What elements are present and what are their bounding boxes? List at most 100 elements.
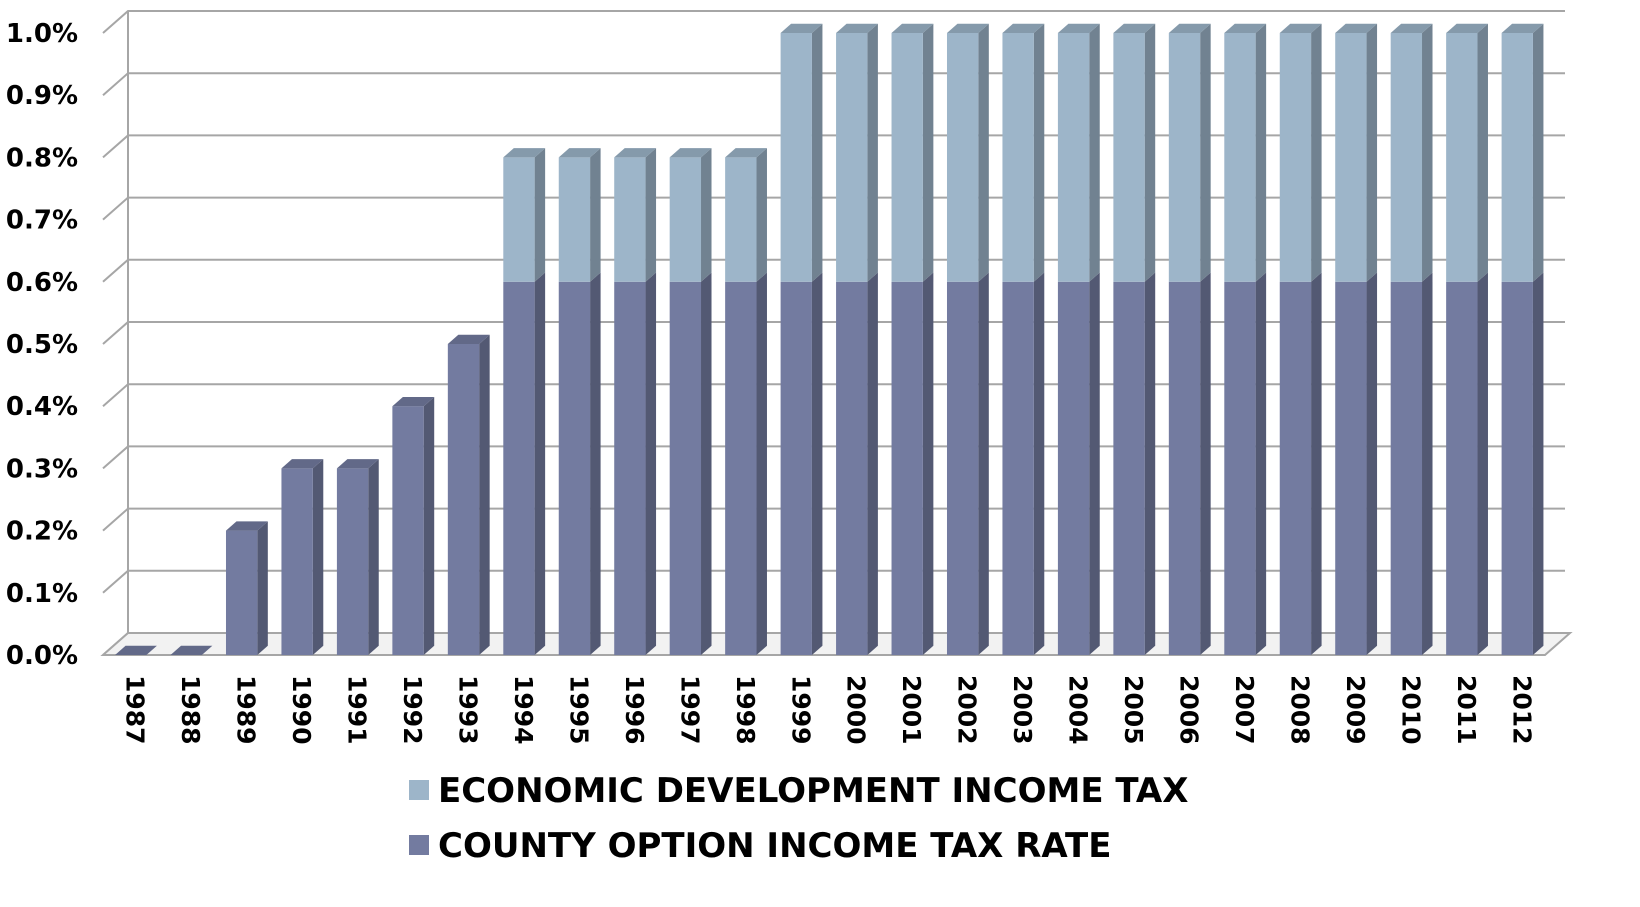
bar-county-option: [1002, 272, 1045, 655]
x-tick-label: 1989: [232, 675, 261, 745]
bar-front: [1168, 33, 1201, 282]
bar-front: [669, 157, 702, 282]
legend-swatch: [409, 835, 429, 855]
bar-top: [115, 645, 157, 655]
y-tick-label: 1.0%: [6, 19, 78, 49]
bar-front: [1446, 33, 1478, 282]
bar-county-option: [115, 645, 157, 655]
bar-top: [1113, 23, 1156, 33]
bar-top: [614, 148, 657, 158]
x-tick-label: 2008: [1285, 675, 1314, 745]
bar-side: [423, 396, 435, 655]
y-tick-label: 0.2%: [6, 517, 78, 547]
bar-economic-development: [1113, 23, 1156, 282]
bar-side: [312, 459, 324, 655]
bar-county-option: [392, 396, 435, 655]
x-tick-label: 1990: [287, 675, 316, 745]
bar-economic-development: [1390, 23, 1433, 282]
bar-side: [1532, 23, 1544, 282]
bar-front: [1057, 281, 1090, 655]
bar-county-option: [1335, 272, 1378, 655]
bar-economic-development: [1224, 23, 1267, 282]
bar-county-option: [225, 521, 268, 655]
bar-side: [257, 521, 268, 655]
bar-front: [836, 33, 868, 282]
bar-front: [780, 33, 812, 282]
bar-side: [534, 272, 546, 655]
bar-top: [1168, 23, 1211, 33]
bar-front: [281, 468, 313, 655]
bar-county-option: [614, 272, 657, 655]
bar-county-option: [1113, 272, 1156, 655]
bar-side: [1200, 272, 1211, 655]
bar-side: [922, 23, 934, 282]
bar-front: [725, 157, 757, 282]
bar-front: [1224, 33, 1256, 282]
bar-top: [725, 148, 767, 158]
bar-side: [368, 459, 379, 655]
bar-economic-development: [1002, 23, 1045, 282]
bar-side: [534, 148, 546, 282]
bar-side: [701, 148, 712, 282]
y-tick-label: 0.5%: [6, 330, 78, 360]
legend-label: COUNTY OPTION INCOME TAX RATE: [438, 826, 1111, 866]
bar-side: [1477, 272, 1488, 655]
y-tick-label: 0.4%: [6, 392, 78, 422]
bar-side: [1311, 23, 1322, 282]
x-tick-label: 2003: [1008, 675, 1037, 745]
bar-county-option: [891, 272, 934, 655]
bar-top: [447, 334, 490, 344]
bar-top: [891, 23, 934, 33]
bar-front: [1002, 33, 1034, 282]
bar-front: [1113, 33, 1145, 282]
bar-front: [558, 157, 591, 282]
x-tick-label: 1996: [620, 675, 649, 745]
x-tick-label: 1988: [176, 675, 205, 745]
bar-front: [1501, 281, 1533, 655]
bar-side: [756, 148, 767, 282]
bar-top: [780, 23, 823, 33]
bar-economic-development: [780, 23, 823, 282]
bar-top: [503, 148, 546, 158]
bar-front: [1057, 33, 1090, 282]
bar-side: [701, 272, 712, 655]
x-tick-label: 1991: [343, 675, 372, 745]
bar-side: [590, 272, 601, 655]
bar-side: [922, 272, 934, 655]
bar-side: [811, 272, 823, 655]
bar-top: [1224, 23, 1267, 33]
bar-side: [1089, 23, 1100, 282]
bar-front: [225, 530, 258, 655]
bar-top: [170, 645, 213, 655]
bar-front: [1113, 281, 1145, 655]
bar-front: [1335, 33, 1367, 282]
y-axis-ticks: 0.0% 0.1% 0.2% 0.3% 0.4% 0.5% 0.6% 0.7% 0.8% 0.9%…: [6, 19, 78, 671]
y-tick-label: 0.3%: [6, 454, 78, 484]
bar-side: [978, 23, 989, 282]
bar-side: [1366, 23, 1378, 282]
bar-economic-development: [891, 23, 934, 282]
bar-front: [946, 281, 979, 655]
bar-economic-development: [1501, 23, 1544, 282]
bar-front: [1002, 281, 1034, 655]
y-tick-label: 0.9%: [6, 81, 78, 111]
bar-front: [614, 157, 646, 282]
bars: [115, 23, 1544, 655]
y-tick-label: 0.7%: [6, 206, 78, 236]
bar-county-option: [1446, 272, 1488, 655]
bar-economic-development: [1057, 23, 1100, 282]
x-tick-label: 2004: [1064, 675, 1093, 745]
bar-front: [836, 281, 868, 655]
bar-side: [590, 148, 601, 282]
bar-side: [1366, 272, 1378, 655]
bar-side: [867, 272, 878, 655]
bar-front: [669, 281, 702, 655]
bar-front: [1501, 33, 1533, 282]
bar-county-option: [946, 272, 989, 655]
bar-front: [503, 281, 535, 655]
bar-side: [1089, 272, 1100, 655]
y-tick-label: 0.6%: [6, 268, 78, 298]
bar-front: [336, 468, 369, 655]
